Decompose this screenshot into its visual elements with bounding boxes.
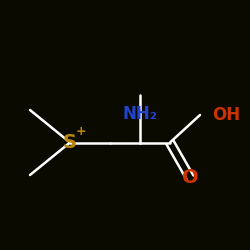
Text: +: + bbox=[76, 125, 86, 138]
Text: NH₂: NH₂ bbox=[122, 105, 158, 123]
Text: O: O bbox=[182, 168, 198, 187]
Text: S: S bbox=[63, 133, 77, 152]
Text: OH: OH bbox=[212, 106, 241, 124]
